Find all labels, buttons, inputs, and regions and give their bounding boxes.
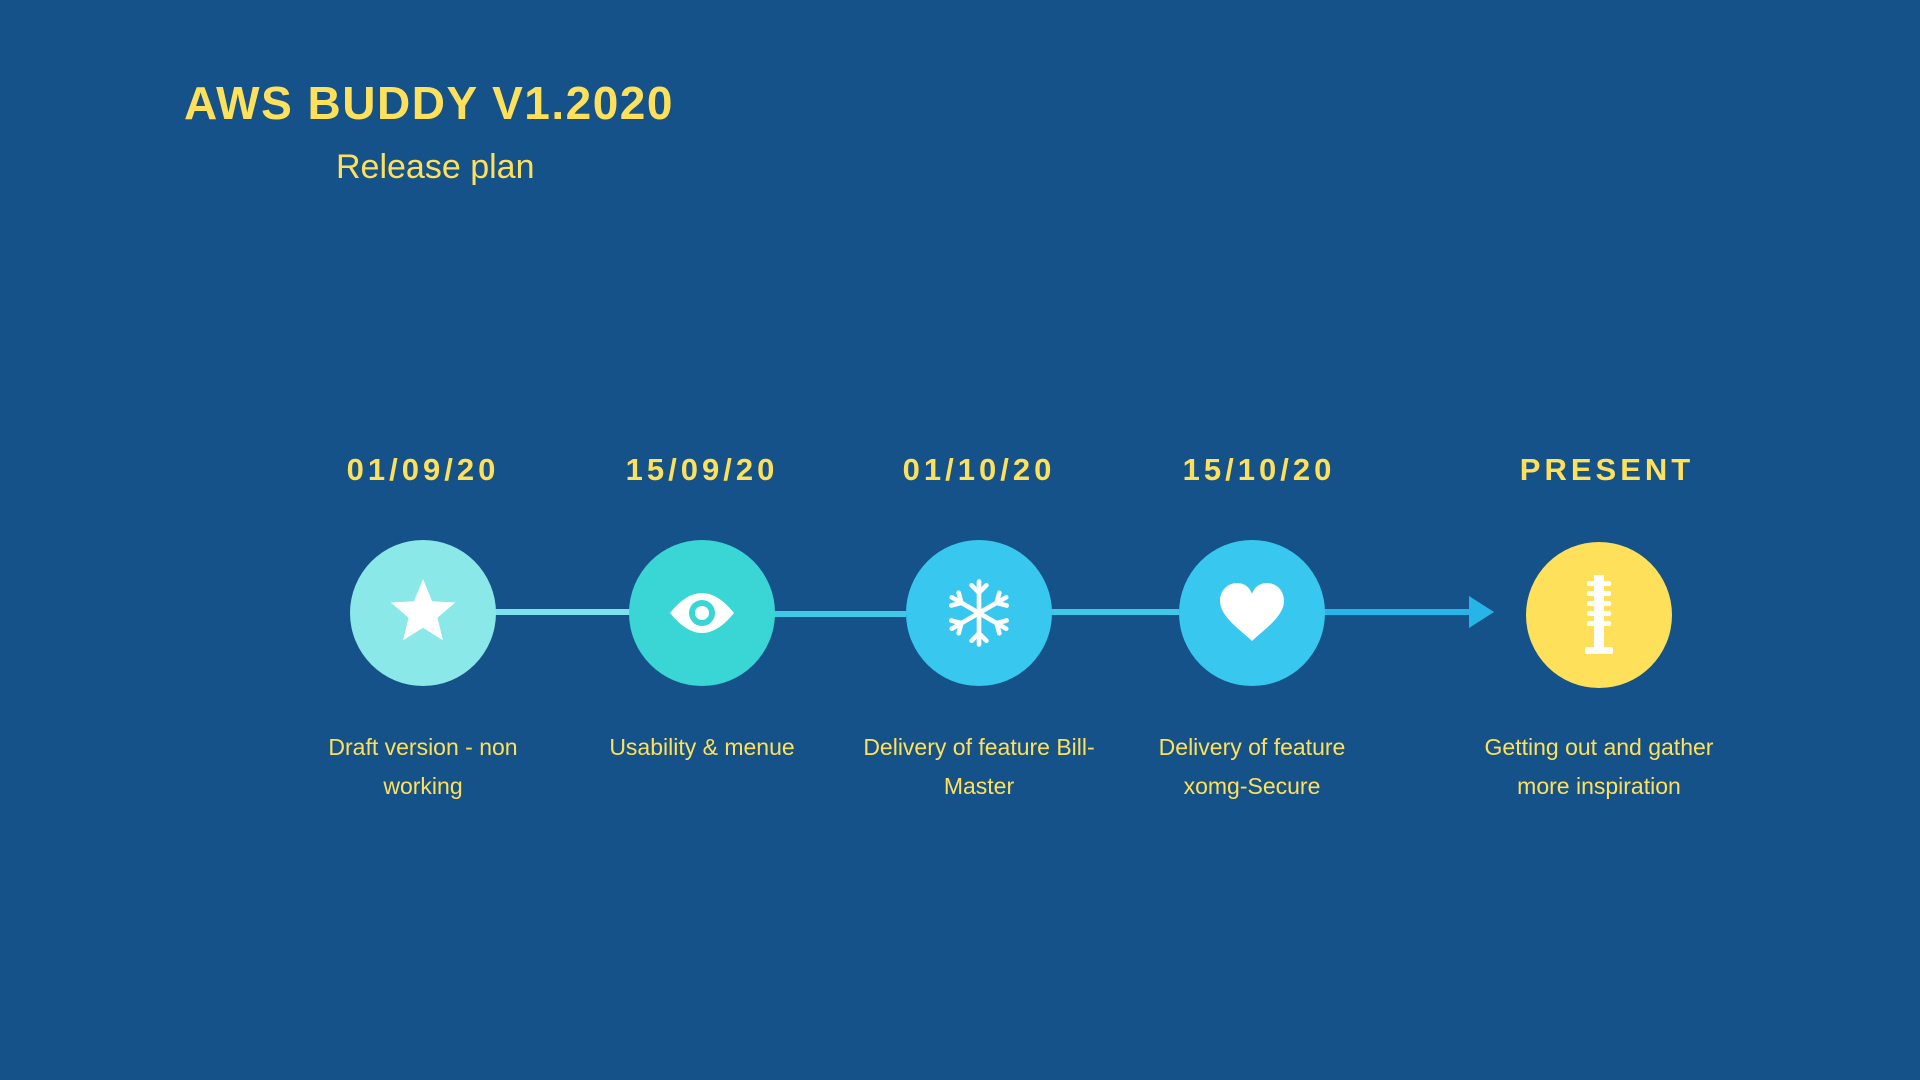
milestone-node xyxy=(1179,540,1325,686)
page-title: AWS BUDDY V1.2020 xyxy=(184,77,674,129)
milestone-description: Usability & menue xyxy=(609,734,795,760)
heart-icon xyxy=(1220,583,1284,641)
snowflake-icon xyxy=(948,579,1010,647)
milestone-node xyxy=(350,540,496,686)
milestone-date: 15/09/20 xyxy=(625,452,779,487)
milestone-date: 01/09/20 xyxy=(346,452,500,487)
milestone-description: Delivery of feature Bill-Master xyxy=(863,734,1095,799)
star-icon xyxy=(390,578,456,641)
eye-icon xyxy=(670,593,734,633)
milestone-node xyxy=(629,540,775,686)
milestone-date: PRESENT xyxy=(1519,452,1695,487)
milestone-description: Delivery of feature xomg-Secure xyxy=(1158,734,1346,799)
page-subtitle: Release plan xyxy=(336,148,535,186)
microphone-icon xyxy=(1585,575,1613,654)
milestone-node xyxy=(906,540,1052,686)
milestone-node xyxy=(1526,542,1672,688)
milestone-date: 01/10/20 xyxy=(902,452,1056,487)
arrowhead-icon xyxy=(1469,596,1494,628)
milestone-description: Draft version - non working xyxy=(328,734,518,799)
milestone-description: Getting out and gather more inspiration xyxy=(1484,734,1714,799)
milestone-date: 15/10/20 xyxy=(1182,452,1336,487)
